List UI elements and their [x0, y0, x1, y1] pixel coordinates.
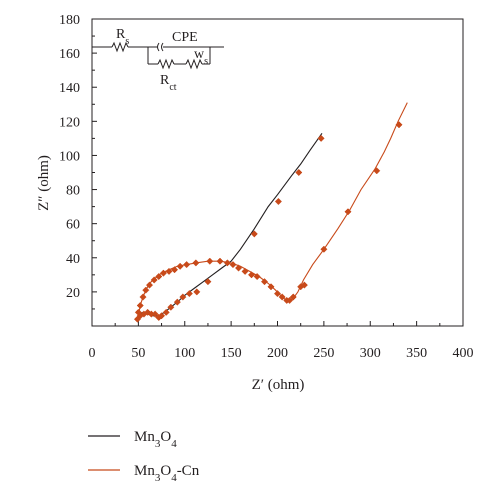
x-tick-label: 300 [360, 346, 381, 361]
data-point-mn3o4-cn [286, 296, 294, 304]
data-point-mn3o4-cn [289, 293, 297, 301]
data-point-mn3o4-cn [300, 281, 308, 289]
data-point-mn3o4-cn [206, 257, 214, 265]
x-tick-label: 350 [406, 346, 427, 361]
data-point-mn3o4 [167, 303, 175, 311]
data-point-mn3o4-cn [241, 267, 249, 275]
data-point-mn3o4-cn [320, 245, 328, 253]
data-point-mn3o4-cn [253, 272, 261, 281]
cpe-plate-icon-2 [161, 42, 164, 52]
data-point-mn3o4-cn [145, 281, 154, 289]
ws-label: ws [194, 47, 208, 67]
x-tick-label: 400 [453, 346, 474, 361]
data-point-mn3o4-cn [176, 262, 184, 270]
x-tick-label: 200 [267, 346, 288, 361]
data-point-mn3o4 [185, 290, 193, 298]
y-tick-label: 120 [59, 115, 80, 130]
x-axis-title: Z′ (ohm) [252, 377, 305, 393]
y-tick-label: 160 [59, 47, 80, 62]
x-tick-label: 50 [131, 346, 145, 361]
legend-label-mn3o4: Mn3O4 [134, 429, 177, 450]
x-tick-label: 250 [313, 346, 334, 361]
data-point-mn3o4-cn [229, 261, 237, 269]
rs-resistor-icon [111, 41, 129, 53]
data-point-mn3o4-cn [136, 301, 144, 310]
data-point-mn3o4-cn [155, 272, 163, 281]
warburg-element-icon [185, 58, 203, 70]
equivalent-circuit-inset [92, 41, 224, 70]
legend-label-mn3o4-cn: Mn3O4-Cn [134, 463, 200, 484]
data-point-mn3o4-cn [223, 259, 231, 267]
data-point-mn3o4-cn [170, 266, 179, 274]
data-point-mn3o4 [204, 278, 212, 286]
y-tick-label: 40 [66, 252, 80, 267]
data-point-mn3o4 [193, 288, 201, 296]
rct-resistor-icon [157, 58, 175, 70]
y-tick-label: 60 [66, 218, 80, 233]
data-point-mn3o4-cn [278, 293, 286, 301]
data-point-mn3o4 [250, 230, 258, 238]
data-point-mn3o4-cn [192, 259, 200, 267]
data-point-mn3o4-cn [165, 267, 173, 275]
y-tick-label: 100 [59, 149, 80, 164]
data-point-mn3o4-cn [139, 293, 147, 301]
data-point-mn3o4-cn [260, 278, 269, 286]
data-point-mn3o4 [274, 197, 282, 206]
x-tick-label: 150 [221, 346, 242, 361]
x-axis-ticks: 0 50 100 150 200 250 300 350 400 [89, 321, 474, 361]
y-tick-label: 20 [66, 286, 80, 301]
data-point-mn3o4-cn [234, 264, 243, 272]
data-point-mn3o4-cn [267, 283, 275, 291]
data-point-mn3o4-cn [395, 121, 403, 129]
data-point-mn3o4 [144, 308, 152, 316]
data-point-mn3o4-cn [142, 286, 150, 294]
data-point-mn3o4-cn [183, 261, 191, 269]
data-point-mn3o4-cn [247, 271, 256, 279]
legend: Mn3O4 Mn3O4-Cn [88, 429, 200, 484]
cpe-plate-icon-1 [157, 42, 160, 52]
data-point-mn3o4 [158, 312, 166, 320]
data-point-mn3o4 [295, 168, 303, 177]
data-point-mn3o4 [179, 293, 187, 301]
data-point-mn3o4 [173, 298, 181, 306]
y-tick-label: 80 [66, 184, 80, 199]
data-point-mn3o4-cn [344, 208, 352, 216]
y-tick-label: 140 [59, 81, 80, 96]
x-tick-label: 100 [174, 346, 195, 361]
data-point-mn3o4-cn [216, 257, 224, 265]
cpe-label: CPE [172, 30, 198, 45]
data-point-mn3o4-cn [373, 167, 381, 175]
data-point-mn3o4 [162, 308, 170, 316]
data-point-mn3o4-cn [134, 308, 142, 316]
data-point-mn3o4-cn [273, 290, 282, 298]
data-point-mn3o4 [151, 310, 159, 318]
data-point-mn3o4-cn [150, 276, 158, 284]
y-axis-ticks: 20 40 60 80 100 120 140 160 180 [59, 13, 97, 310]
x-tick-label: 0 [89, 346, 96, 361]
data-point-mn3o4-cn [159, 269, 167, 277]
series-layer [133, 102, 408, 323]
rs-label: Rs [116, 27, 129, 47]
data-point-mn3o4 [317, 134, 325, 142]
rct-label: Rct [160, 73, 177, 93]
y-tick-label: 180 [59, 13, 80, 28]
y-axis-title: Z″ (ohm) [36, 155, 52, 211]
